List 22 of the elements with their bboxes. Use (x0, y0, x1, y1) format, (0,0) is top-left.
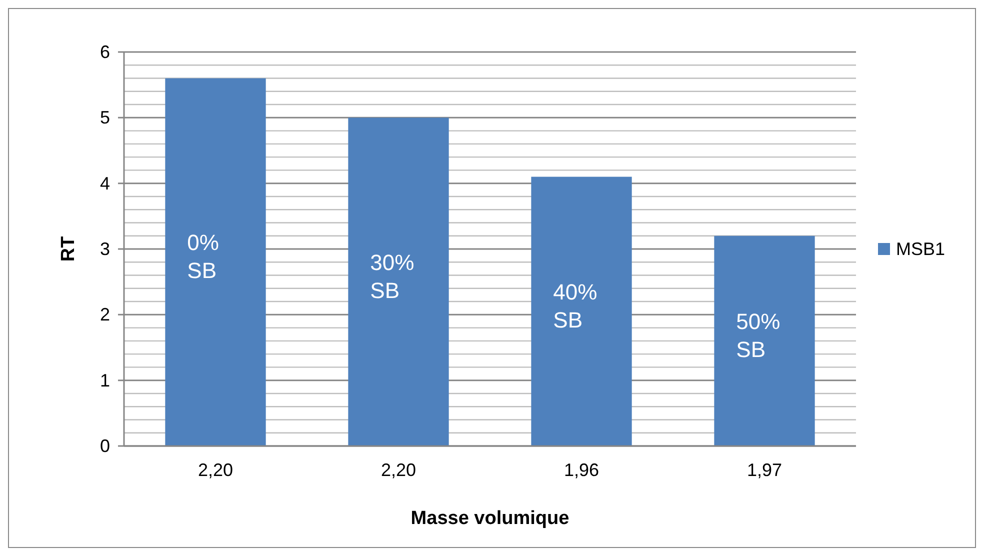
x-tick-label: 2,20 (380, 460, 416, 480)
y-tick-label: 5 (100, 108, 110, 128)
x-tick-label: 2,20 (198, 460, 234, 480)
x-tick-label: 1,96 (564, 460, 600, 480)
x-axis-title: Masse volumique (410, 508, 570, 529)
annotation: 50% SB (736, 308, 780, 362)
y-tick-label: 1 (100, 370, 110, 390)
x-tick-label: 1,97 (746, 460, 782, 480)
y-tick-label: 6 (100, 42, 110, 62)
legend-label: MSB1 (896, 239, 946, 259)
bar (165, 78, 266, 446)
annotation: 40% SB (553, 279, 598, 332)
y-tick-label: 2 (100, 304, 110, 325)
y-tick-label: 3 (100, 239, 110, 259)
annotation: 30% SB (370, 250, 414, 303)
y-tick-label: 4 (100, 173, 110, 194)
annotation: 0% SB (187, 230, 219, 284)
bar (531, 176, 632, 446)
y-axis-title: RT (58, 236, 79, 262)
bar (348, 118, 449, 446)
y-tick-label: 0 (100, 436, 110, 456)
bar (714, 236, 815, 446)
